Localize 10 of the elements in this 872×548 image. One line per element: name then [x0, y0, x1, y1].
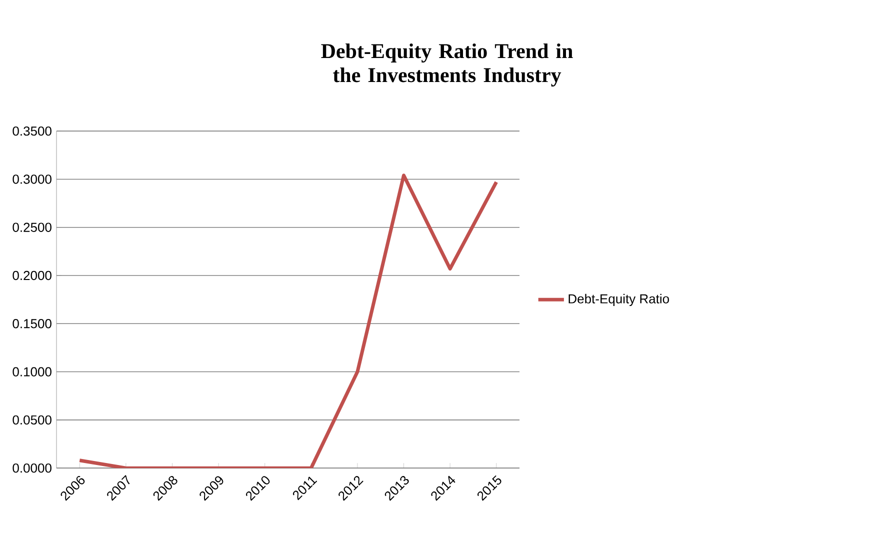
- y-tick-label: 0.0500: [12, 415, 52, 425]
- y-tick-label: 0.2500: [12, 222, 52, 232]
- chart-title: Debt-Equity Ratio Trend in the Investments Industry: [321, 43, 573, 87]
- y-tick-label: 0.1500: [12, 319, 52, 328]
- y-tick-label: 0.2000: [12, 270, 52, 280]
- y-tick-label: 0.3500: [12, 126, 52, 136]
- legend-label: Debt-Equity Ratio: [568, 294, 669, 306]
- y-tick-label: 0.3000: [12, 174, 52, 184]
- y-tick-label: 0.1000: [12, 367, 52, 376]
- y-tick-label: 0.0000: [12, 463, 52, 473]
